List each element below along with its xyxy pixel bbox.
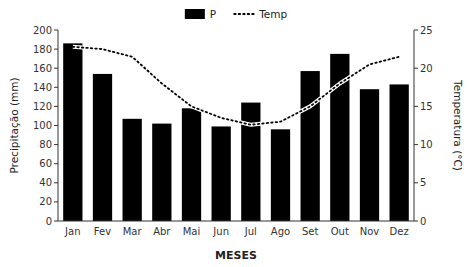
y-tick bbox=[54, 30, 58, 31]
y-tick bbox=[54, 87, 58, 88]
bar bbox=[360, 89, 379, 221]
y2-tick-label: 25 bbox=[420, 25, 433, 36]
bar bbox=[123, 119, 142, 221]
y2-tick bbox=[414, 221, 418, 222]
y2-tick-label: 15 bbox=[420, 101, 433, 112]
x-tick-label: Fev bbox=[94, 226, 111, 237]
x-axis-title: MESES bbox=[215, 249, 257, 262]
y-tick bbox=[54, 201, 58, 202]
bar bbox=[152, 124, 171, 221]
y2-tick bbox=[414, 144, 418, 145]
x-tick-label: Dez bbox=[390, 226, 409, 237]
legend: P Temp bbox=[185, 8, 288, 20]
plot-area bbox=[63, 43, 409, 221]
y2-tick-label: 10 bbox=[420, 139, 433, 150]
y-tick-label: 140 bbox=[33, 82, 52, 93]
y-tick-label: 100 bbox=[33, 120, 52, 131]
y2-tick bbox=[414, 68, 418, 69]
chart-container: 0 20 40 60 80 100 120 140 160 180 200 0 5 10 15 20 25 Jan… bbox=[0, 0, 472, 267]
legend-swatch bbox=[234, 13, 254, 15]
x-tick-label: Nov bbox=[360, 226, 380, 237]
line-casing bbox=[73, 47, 399, 125]
y-tick-label: 120 bbox=[33, 101, 52, 112]
x-tick-label: Mar bbox=[123, 226, 143, 237]
bar bbox=[301, 71, 320, 221]
legend-item: Temp bbox=[234, 8, 287, 20]
x-axis-line bbox=[58, 221, 414, 222]
x-tick-label: Set bbox=[302, 226, 319, 237]
bar bbox=[63, 43, 82, 221]
x-tick-label: Jul bbox=[244, 226, 257, 237]
y2-tick bbox=[414, 106, 418, 107]
y-tick-label: 160 bbox=[33, 63, 52, 74]
legend-item: P bbox=[185, 8, 216, 20]
x-tick-label: Ago bbox=[271, 226, 290, 237]
y-tick bbox=[54, 163, 58, 164]
y-tick bbox=[54, 144, 58, 145]
y-tick bbox=[54, 49, 58, 50]
x-tick-label: Jun bbox=[212, 226, 229, 237]
y2-tick bbox=[414, 30, 418, 31]
y-tick bbox=[54, 125, 58, 126]
y-tick bbox=[54, 221, 58, 222]
y-tick-label: 80 bbox=[39, 139, 52, 150]
y2-tick-label: 0 bbox=[420, 216, 426, 227]
x-tick-label: Jan bbox=[64, 226, 80, 237]
y-tick-label: 0 bbox=[46, 216, 52, 227]
bar bbox=[182, 108, 201, 221]
bar bbox=[271, 129, 290, 221]
legend-swatch bbox=[185, 9, 205, 19]
y-tick-label: 180 bbox=[33, 44, 52, 55]
bar bbox=[212, 126, 231, 221]
x-tick-label: Abr bbox=[153, 226, 171, 237]
y2-tick-label: 20 bbox=[420, 63, 433, 74]
bar bbox=[241, 103, 260, 221]
bar bbox=[390, 84, 409, 221]
y-tick-label: 40 bbox=[39, 177, 52, 188]
x-tick-label: Mai bbox=[183, 226, 201, 237]
y-tick bbox=[54, 182, 58, 183]
y-axis-title: Precipitação (mm) bbox=[8, 77, 20, 173]
y-tick-label: 60 bbox=[39, 158, 52, 169]
x-tick-label: Out bbox=[331, 226, 349, 237]
legend-label: P bbox=[210, 8, 216, 20]
bar bbox=[93, 74, 112, 221]
y2-tick bbox=[414, 182, 418, 183]
y2-tick-label: 5 bbox=[420, 177, 426, 188]
chart: 0 20 40 60 80 100 120 140 160 180 200 0 5 10 15 20 25 Jan… bbox=[0, 0, 472, 267]
y-tick-label: 20 bbox=[39, 196, 52, 207]
y-tick bbox=[54, 106, 58, 107]
y-tick-label: 200 bbox=[33, 25, 52, 36]
y-tick bbox=[54, 68, 58, 69]
y2-axis-line bbox=[414, 30, 415, 221]
legend-label: Temp bbox=[258, 8, 287, 20]
line bbox=[73, 47, 399, 125]
y2-axis-title: Temperatura (°C) bbox=[452, 79, 464, 171]
